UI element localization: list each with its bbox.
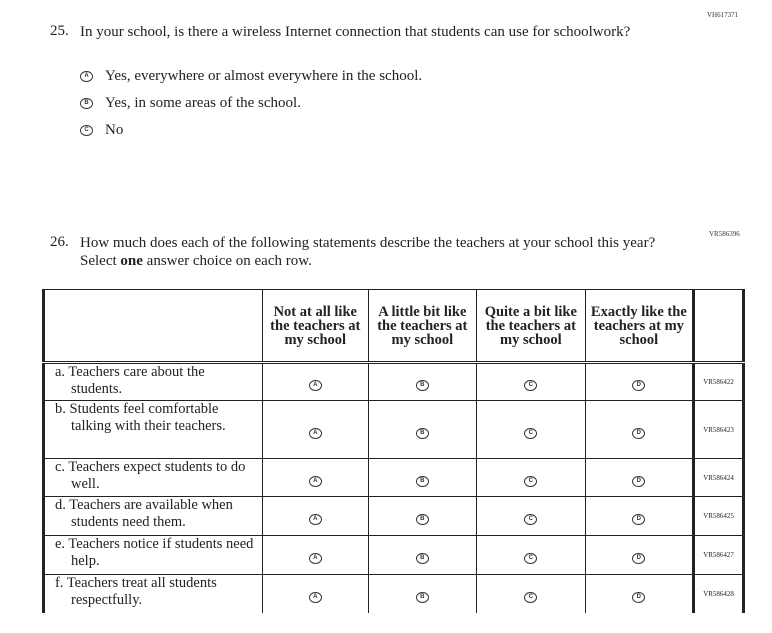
radio-bubble-icon[interactable]: A	[308, 427, 322, 439]
radio-bubble-icon[interactable]: C	[524, 591, 538, 603]
radio-bubble-icon[interactable]: C	[524, 475, 538, 487]
radio-bubble-icon[interactable]: C	[524, 553, 538, 564]
row-code: VR586424	[693, 458, 745, 497]
row-code: VR586427	[693, 535, 745, 575]
question-text: In your school, is there a wireless Inte…	[80, 24, 631, 40]
column-header: Quite a bit like the teachers at my scho…	[476, 289, 586, 363]
radio-bubble-icon[interactable]: D	[632, 553, 646, 564]
header-empty	[693, 289, 745, 363]
radio-bubble-icon[interactable]: A	[308, 591, 322, 603]
table-row: d. Teachers are available when students …	[42, 496, 745, 536]
radio-bubble-icon[interactable]: C	[524, 427, 538, 439]
answer-cell[interactable]: B	[367, 535, 478, 575]
row-statement: a. Teachers care about the students.	[42, 362, 263, 401]
question-code: VH617371	[707, 11, 739, 19]
table-row: b. Students feel comfortable talking wit…	[42, 400, 745, 459]
radio-bubble-icon[interactable]: B	[80, 98, 93, 109]
table-row: e. Teachers notice if students need help…	[42, 535, 745, 575]
answer-cell[interactable]: A	[262, 362, 369, 401]
answer-cell[interactable]: A	[262, 574, 369, 613]
row-code: VR586425	[693, 496, 745, 536]
radio-bubble-icon[interactable]: B	[415, 475, 429, 487]
statement-text: a. Teachers care about the students.	[55, 364, 205, 397]
answer-cell[interactable]: A	[262, 535, 369, 575]
statement-text: b. Students feel comfortable talking wit…	[55, 401, 226, 434]
answer-cell[interactable]: B	[367, 400, 478, 459]
question-number: 26.	[50, 234, 69, 250]
statement-text: d. Teachers are available when students …	[55, 497, 233, 530]
answer-cell[interactable]: D	[584, 574, 696, 613]
statement-text: c. Teachers expect students to do well.	[55, 459, 246, 492]
text: How much does each of the following stat…	[80, 235, 656, 269]
radio-bubble-icon[interactable]: B	[415, 514, 429, 525]
row-code: VR586428	[693, 574, 745, 613]
answer-cell[interactable]: C	[476, 400, 586, 459]
option-b[interactable]: B Yes, in some areas of the school.	[80, 95, 301, 112]
option-label: No	[105, 122, 124, 138]
row-statement: b. Students feel comfortable talking wit…	[42, 400, 263, 459]
text: answer choice on each row.	[142, 253, 312, 269]
answer-cell[interactable]: B	[367, 496, 478, 536]
answer-cell[interactable]: C	[476, 496, 586, 536]
radio-bubble-icon[interactable]: C	[524, 514, 538, 525]
radio-bubble-icon[interactable]: A	[308, 475, 322, 487]
text-bold: one	[120, 253, 143, 269]
radio-bubble-icon[interactable]: C	[524, 380, 538, 391]
answer-cell[interactable]: A	[262, 400, 369, 459]
answer-cell[interactable]: B	[367, 458, 478, 497]
answer-cell[interactable]: A	[262, 496, 369, 536]
answer-cell[interactable]: C	[476, 458, 586, 497]
radio-bubble-icon[interactable]: B	[415, 553, 429, 564]
answer-cell[interactable]: C	[476, 535, 586, 575]
answer-cell[interactable]: B	[367, 574, 478, 613]
question-text: How much does each of the following stat…	[80, 234, 680, 270]
answer-cell[interactable]: D	[584, 496, 696, 536]
row-code: VR586423	[693, 400, 745, 459]
row-statement: c. Teachers expect students to do well.	[42, 458, 263, 497]
question-number: 25.	[50, 23, 69, 39]
answer-cell[interactable]: A	[262, 458, 369, 497]
radio-bubble-icon[interactable]: C	[80, 125, 93, 136]
radio-bubble-icon[interactable]: A	[308, 553, 322, 564]
radio-bubble-icon[interactable]: B	[415, 380, 429, 391]
radio-bubble-icon[interactable]: A	[308, 380, 322, 391]
header-empty	[42, 289, 263, 363]
column-header: Exactly like the teachers at my school	[584, 289, 696, 363]
column-header: A little bit like the teachers at my sch…	[367, 289, 478, 363]
statement-text: e. Teachers notice if students need help…	[55, 536, 254, 569]
row-statement: d. Teachers are available when students …	[42, 496, 263, 536]
radio-bubble-icon[interactable]: D	[632, 591, 646, 603]
answer-cell[interactable]: C	[476, 574, 586, 613]
option-a[interactable]: A Yes, everywhere or almost everywhere in…	[80, 68, 422, 85]
row-code: VR586422	[693, 362, 745, 401]
option-c[interactable]: C No	[80, 122, 123, 139]
column-header: Not at all like the teachers at my schoo…	[262, 289, 369, 363]
answer-cell[interactable]: B	[367, 362, 478, 401]
answer-cell[interactable]: C	[476, 362, 586, 401]
table-row: c. Teachers expect students to do well. A…	[42, 458, 745, 497]
table-row: a. Teachers care about the students. A B C D…	[42, 362, 745, 401]
likert-table: Not at all like the teachers at my schoo…	[42, 289, 745, 613]
question-code: VR586396	[709, 230, 740, 238]
answer-cell[interactable]: D	[584, 400, 696, 459]
radio-bubble-icon[interactable]: B	[415, 427, 429, 439]
answer-cell[interactable]: D	[584, 458, 696, 497]
row-statement: f. Teachers treat all students respectfu…	[42, 574, 263, 613]
radio-bubble-icon[interactable]: D	[632, 380, 646, 391]
radio-bubble-icon[interactable]: A	[308, 514, 322, 525]
radio-bubble-icon[interactable]: D	[632, 475, 646, 487]
option-label: Yes, in some areas of the school.	[105, 95, 301, 111]
radio-bubble-icon[interactable]: D	[632, 514, 646, 525]
option-label: Yes, everywhere or almost everywhere in …	[105, 68, 423, 84]
statement-text: f. Teachers treat all students respectfu…	[55, 575, 217, 608]
answer-cell[interactable]: D	[584, 535, 696, 575]
row-statement: e. Teachers notice if students need help…	[42, 535, 263, 575]
radio-bubble-icon[interactable]: A	[80, 71, 93, 82]
radio-bubble-icon[interactable]: D	[632, 427, 646, 439]
answer-cell[interactable]: D	[584, 362, 696, 401]
table-row: f. Teachers treat all students respectfu…	[42, 574, 745, 613]
radio-bubble-icon[interactable]: B	[415, 591, 429, 603]
